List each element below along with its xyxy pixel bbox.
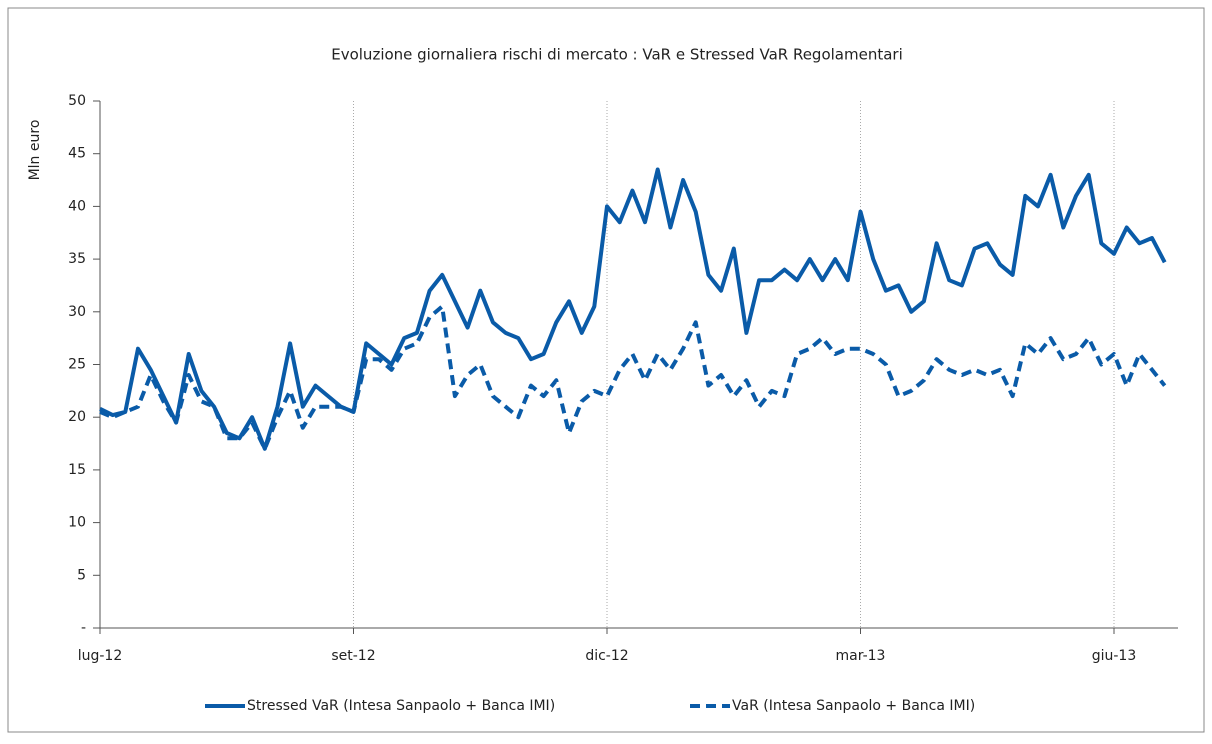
x-tick-label: lug-12 bbox=[78, 648, 123, 664]
y-tick-label: 15 bbox=[68, 462, 86, 478]
y-tick-label: 20 bbox=[68, 409, 86, 425]
series-line bbox=[99, 167, 1167, 451]
y-tick-label: 5 bbox=[77, 567, 86, 583]
x-tick-label: set-12 bbox=[331, 648, 375, 664]
x-tick-label: dic-12 bbox=[585, 648, 628, 664]
y-tick-label: 25 bbox=[68, 357, 86, 373]
frame bbox=[7, 7, 1205, 733]
y-tick-label: 35 bbox=[68, 251, 86, 267]
y-tick-label: 10 bbox=[68, 515, 86, 531]
x-tick-label: mar-13 bbox=[836, 648, 886, 664]
y-tick-label: 30 bbox=[68, 304, 86, 320]
y-tick-label: 45 bbox=[68, 146, 86, 162]
chart-title: Evoluzione giornaliera rischi di mercato… bbox=[331, 46, 903, 64]
legend-label: Stressed VaR (Intesa Sanpaolo + Banca IM… bbox=[247, 698, 555, 714]
legend-label: VaR (Intesa Sanpaolo + Banca IMI) bbox=[732, 698, 975, 714]
y-tick-label: 50 bbox=[68, 93, 86, 109]
y-axis-label: Mln euro bbox=[27, 120, 43, 181]
y-tick-label: - bbox=[81, 620, 86, 636]
x-tick-label: giu-13 bbox=[1092, 648, 1137, 664]
y-tick-label: 40 bbox=[68, 198, 86, 214]
